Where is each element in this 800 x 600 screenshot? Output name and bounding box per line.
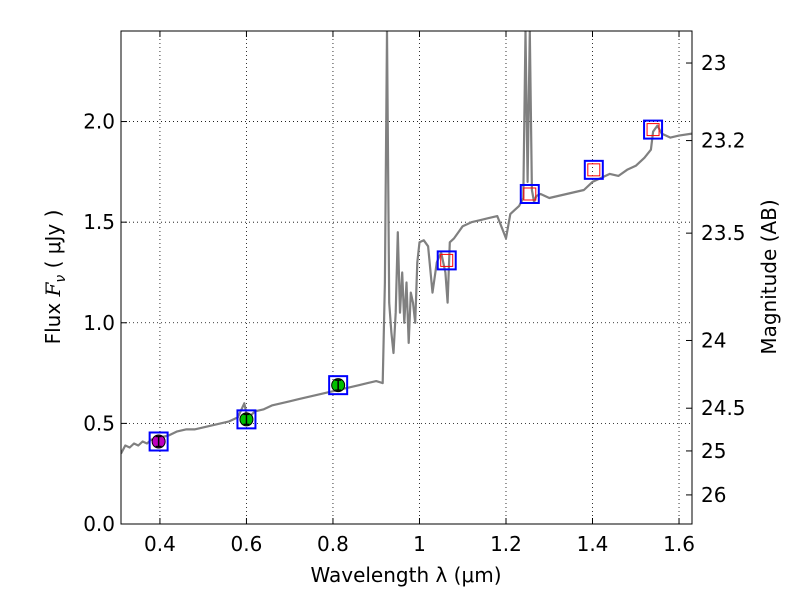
spectrum-layer xyxy=(121,31,692,455)
x-tick-label: 1.6 xyxy=(663,532,695,556)
y-axis-ticks: 0.0 0.5 1.0 1.5 2.0 xyxy=(83,110,127,536)
y-axis-label: Flux Fν ( μJy ) xyxy=(41,210,69,345)
photometry-point xyxy=(519,183,540,204)
x-tick-label: 0.6 xyxy=(231,532,263,556)
magnitude-tick-label: 23 xyxy=(701,51,726,75)
x-tick-label: 1.2 xyxy=(490,532,522,556)
model-box xyxy=(328,375,349,396)
magnitude-tick-label: 24.5 xyxy=(701,396,746,420)
upper-limit-marker xyxy=(587,163,601,177)
upper-limit-marker xyxy=(523,187,537,201)
y-tick-label: 1.5 xyxy=(83,210,115,234)
x-axis-label: Wavelength λ (μm) xyxy=(310,563,501,587)
photometry-point xyxy=(236,409,257,430)
x-tick-label: 1 xyxy=(413,532,426,556)
magnitude-tick-label: 23.5 xyxy=(701,221,746,245)
upper-limit-marker xyxy=(646,123,660,137)
x-tick-label: 0.4 xyxy=(144,532,176,556)
photometry-point xyxy=(148,431,169,452)
x-tick-label: 1.4 xyxy=(577,532,609,556)
photometry-point xyxy=(328,375,349,396)
y-tick-label: 2.0 xyxy=(83,110,115,134)
model-box xyxy=(643,119,664,140)
model-box xyxy=(436,250,457,271)
x-tick-label: 0.8 xyxy=(317,532,349,556)
model-box xyxy=(583,159,604,180)
magnitude-axis-label: Magnitude (AB) xyxy=(757,199,781,354)
y-tick-label: 0.5 xyxy=(83,411,115,435)
magnitude-tick-label: 24 xyxy=(701,328,726,352)
magnitude-tick-label: 25 xyxy=(701,439,726,463)
photometry-point xyxy=(643,119,664,140)
x-axis-ticks: 0.4 0.6 0.8 1 1.2 1.4 1.6 xyxy=(144,31,695,556)
model-box xyxy=(236,409,257,430)
y-tick-label: 1.0 xyxy=(83,311,115,335)
y-tick-label: 0.0 xyxy=(83,512,115,536)
plot-frame xyxy=(120,30,693,525)
model-box xyxy=(519,183,540,204)
photometry-point xyxy=(436,250,457,271)
magnitude-tick-label: 26 xyxy=(701,483,726,507)
spectrum-line xyxy=(121,31,692,455)
magnitude-tick-label: 23.2 xyxy=(701,129,746,153)
upper-limit-marker xyxy=(440,253,454,267)
photometry-point xyxy=(583,159,604,180)
photometry-points xyxy=(148,119,664,452)
model-box xyxy=(148,431,169,452)
grid-lines xyxy=(121,31,692,525)
magnitude-axis-ticks: 23 23.2 23.5 24 24.5 25 26 xyxy=(686,51,746,507)
